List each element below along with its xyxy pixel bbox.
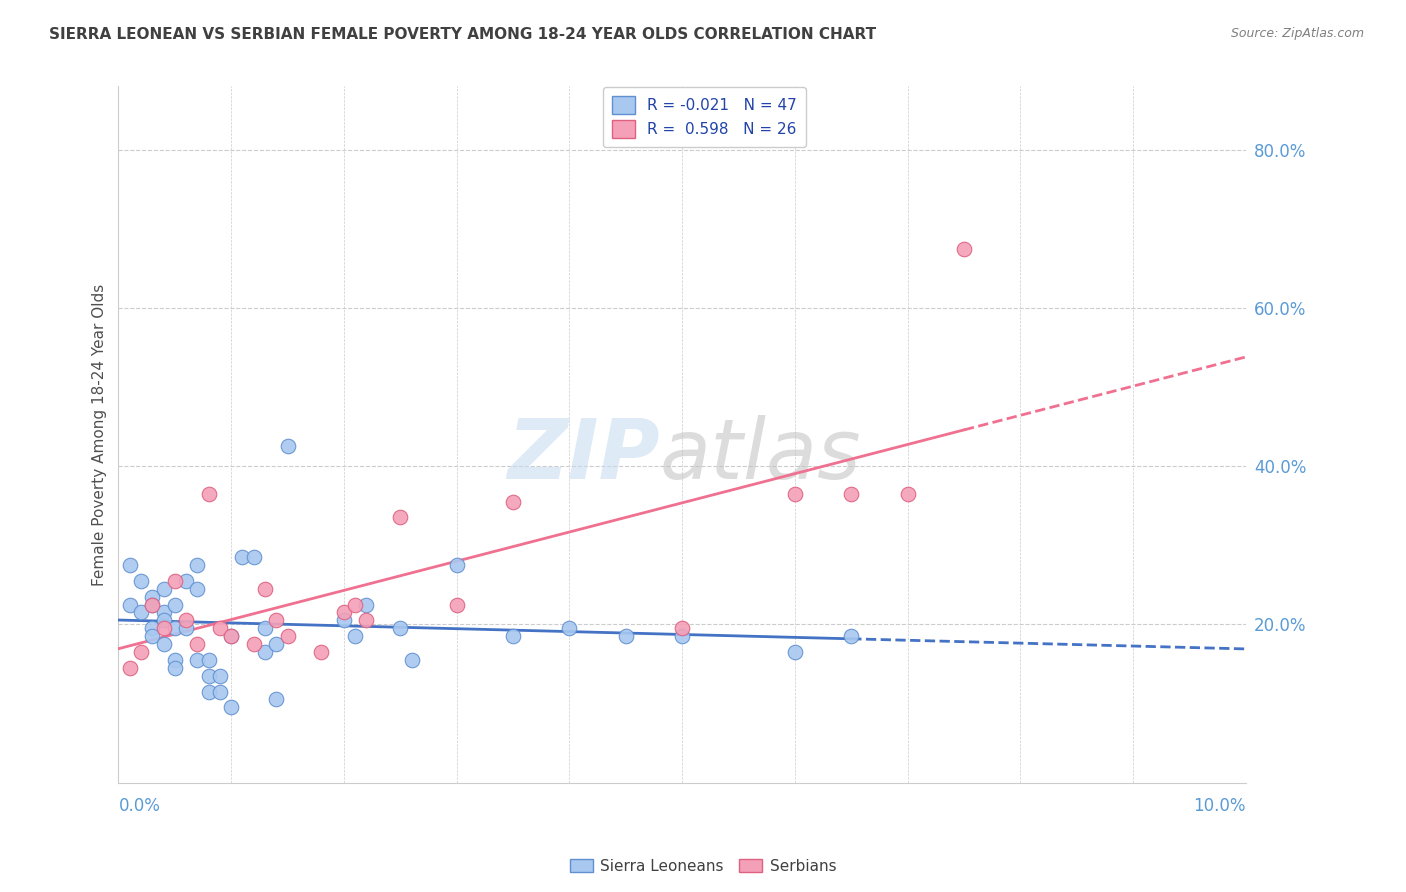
Point: [129, 574, 152, 588]
Point: [129, 606, 152, 620]
Point: [197, 653, 219, 667]
Point: [242, 549, 264, 564]
Point: [839, 629, 862, 643]
Point: [671, 629, 693, 643]
Point: [141, 621, 163, 635]
Point: [118, 598, 141, 612]
Point: [671, 621, 693, 635]
Point: [264, 692, 287, 706]
Point: [197, 669, 219, 683]
Point: [197, 684, 219, 698]
Point: [186, 637, 208, 651]
Text: atlas: atlas: [659, 415, 862, 496]
Point: [783, 487, 806, 501]
Point: [253, 582, 276, 596]
Text: Source: ZipAtlas.com: Source: ZipAtlas.com: [1230, 27, 1364, 40]
Point: [253, 645, 276, 659]
Point: [152, 613, 174, 627]
Point: [953, 242, 976, 256]
Point: [197, 487, 219, 501]
Point: [502, 494, 524, 508]
Point: [152, 637, 174, 651]
Point: [186, 653, 208, 667]
Point: [141, 598, 163, 612]
Point: [356, 613, 378, 627]
Point: [614, 629, 637, 643]
Point: [277, 629, 299, 643]
Point: [174, 574, 197, 588]
Point: [174, 621, 197, 635]
Point: [839, 487, 862, 501]
Point: [129, 645, 152, 659]
Point: [401, 653, 423, 667]
Point: [208, 669, 231, 683]
Legend: Sierra Leoneans, Serbians: Sierra Leoneans, Serbians: [564, 853, 842, 880]
Point: [231, 549, 253, 564]
Point: [152, 621, 174, 635]
Point: [163, 621, 186, 635]
Y-axis label: Female Poverty Among 18-24 Year Olds: Female Poverty Among 18-24 Year Olds: [93, 284, 107, 585]
Legend: R = -0.021   N = 47, R =  0.598   N = 26: R = -0.021 N = 47, R = 0.598 N = 26: [603, 87, 806, 147]
Point: [208, 684, 231, 698]
Text: 10.0%: 10.0%: [1194, 797, 1246, 814]
Point: [219, 629, 242, 643]
Point: [118, 558, 141, 572]
Point: [389, 621, 412, 635]
Point: [446, 558, 468, 572]
Point: [186, 582, 208, 596]
Point: [163, 598, 186, 612]
Point: [344, 629, 367, 643]
Point: [174, 613, 197, 627]
Point: [242, 637, 264, 651]
Point: [264, 613, 287, 627]
Text: 0.0%: 0.0%: [118, 797, 160, 814]
Point: [163, 661, 186, 675]
Point: [118, 661, 141, 675]
Point: [253, 621, 276, 635]
Point: [264, 637, 287, 651]
Point: [163, 574, 186, 588]
Point: [152, 606, 174, 620]
Text: SIERRA LEONEAN VS SERBIAN FEMALE POVERTY AMONG 18-24 YEAR OLDS CORRELATION CHART: SIERRA LEONEAN VS SERBIAN FEMALE POVERTY…: [49, 27, 876, 42]
Point: [389, 510, 412, 524]
Point: [141, 590, 163, 604]
Point: [208, 621, 231, 635]
Point: [558, 621, 581, 635]
Point: [163, 653, 186, 667]
Point: [897, 487, 920, 501]
Point: [186, 558, 208, 572]
Point: [333, 613, 356, 627]
Point: [219, 700, 242, 714]
Point: [344, 598, 367, 612]
Point: [783, 645, 806, 659]
Point: [333, 606, 356, 620]
Point: [502, 629, 524, 643]
Point: [311, 645, 333, 659]
Point: [141, 598, 163, 612]
Point: [219, 629, 242, 643]
Text: ZIP: ZIP: [508, 415, 659, 496]
Point: [141, 629, 163, 643]
Point: [356, 598, 378, 612]
Point: [446, 598, 468, 612]
Point: [277, 439, 299, 453]
Point: [152, 582, 174, 596]
